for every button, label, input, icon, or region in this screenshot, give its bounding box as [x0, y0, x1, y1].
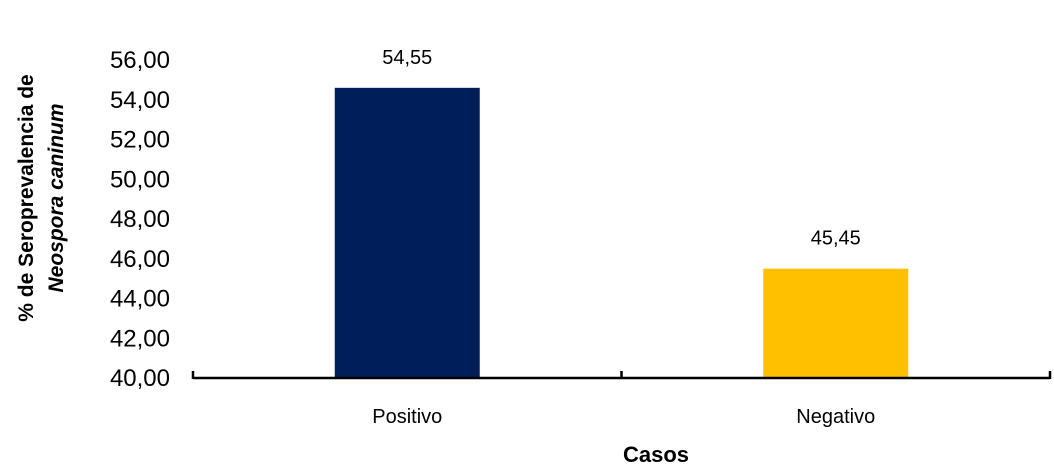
- x-axis-title: Casos: [623, 442, 689, 467]
- y-tick-label: 40,00: [110, 365, 170, 392]
- bar-negativo: [763, 268, 909, 377]
- y-axis-title-line1: % de Seroprevalencia de: [15, 74, 38, 321]
- y-tick-label: 46,00: [110, 246, 170, 273]
- data-label-positivo: 54,55: [382, 47, 432, 69]
- x-axis-labels: Positivo Negativo: [372, 406, 875, 428]
- x-axis: [191, 371, 1052, 380]
- y-axis-title: % de Seroprevalencia de Neospora caninum: [15, 74, 68, 321]
- y-tick-label: 52,00: [110, 127, 170, 154]
- y-tick-label: 42,00: [110, 325, 170, 352]
- y-tick-label: 44,00: [110, 286, 170, 313]
- x-tick-label-positivo: Positivo: [372, 406, 442, 428]
- y-tick-label: 54,00: [110, 87, 170, 114]
- y-axis-title-line2: Neospora caninum: [45, 103, 68, 292]
- data-labels: 54,55 45,45: [382, 47, 861, 250]
- y-axis-ticks: 40,00 42,00 44,00 46,00 48,00 50,00 52,00 54,00…: [110, 47, 170, 392]
- bars: [334, 87, 909, 377]
- y-tick-label: 56,00: [110, 47, 170, 74]
- y-tick-label: 48,00: [110, 206, 170, 233]
- y-tick-label: 50,00: [110, 166, 170, 193]
- data-label-negativo: 45,45: [811, 228, 861, 250]
- bar-positivo: [334, 87, 480, 377]
- x-tick-label-negativo: Negativo: [796, 406, 875, 428]
